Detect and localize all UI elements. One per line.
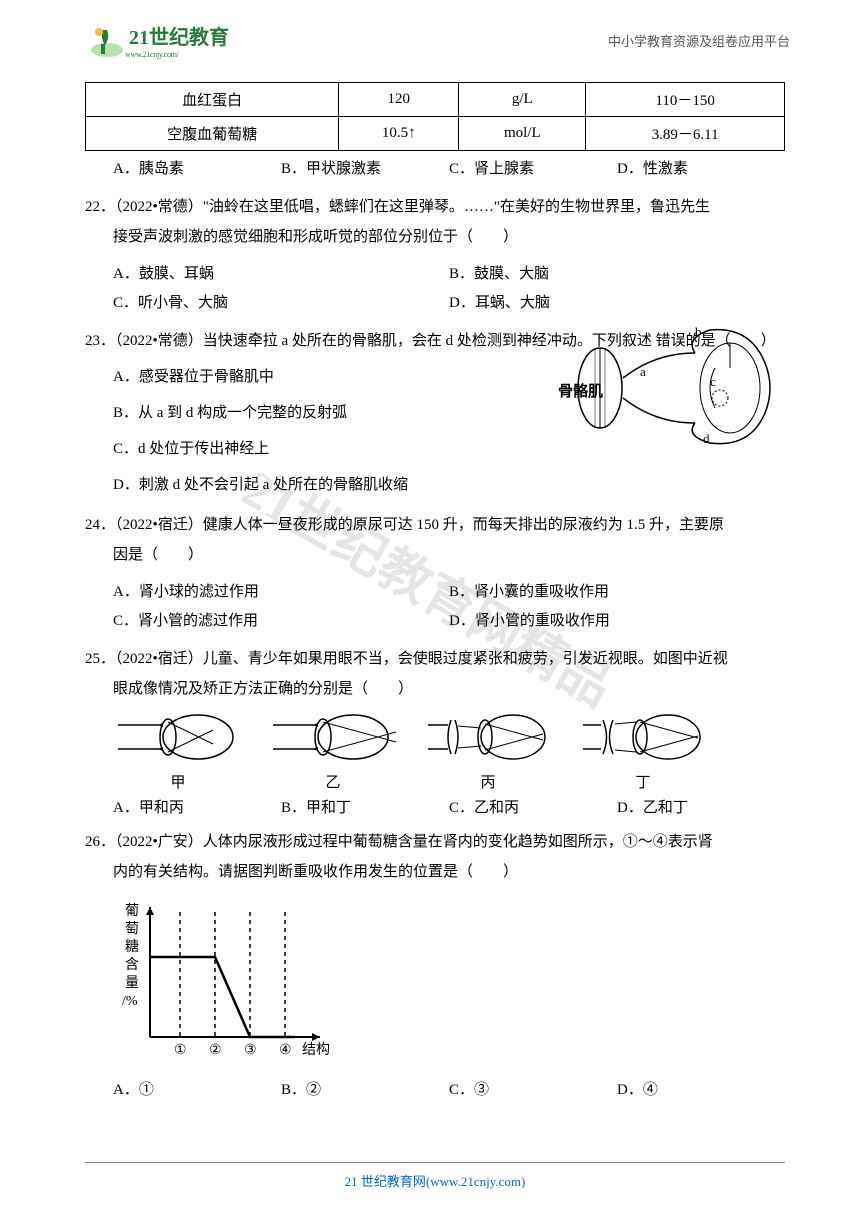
q26-options: A．① B．② C．③ D．④ [113,1078,785,1099]
fig-label-d: d [703,431,710,446]
option-b: B．鼓膜、大脑 [449,262,785,283]
page-content: 血红蛋白 120 g/L 110－150 空腹血葡萄糖 10.5↑ mol/L … [0,70,860,1099]
q22-options: A．鼓膜、耳蜗 B．鼓膜、大脑 C．听小骨、大脑 D．耳蜗、大脑 [113,258,785,316]
fig-label-muscle: 骨骼肌 [558,382,603,400]
option-d: D．④ [617,1078,785,1099]
option-b: B．肾小囊的重吸收作用 [449,580,785,601]
svg-text:萄: 萄 [125,921,139,937]
page-header: 21世纪教育 www.21cnjy.com/ 中小学教育资源及组卷应用平台 [0,0,860,70]
q21-options: A．胰岛素 B．甲状腺激素 C．肾上腺素 D．性激素 [113,157,785,178]
svg-text:量: 量 [125,975,139,991]
eye-diagram-3: 丙 [423,712,553,792]
option-d: D．耳蜗、大脑 [449,291,785,312]
table-row: 血红蛋白 120 g/L 110－150 [86,83,785,117]
page-footer: 21 世纪教育网(www.21cnjy.com) [85,1162,785,1190]
fig-label-a: a [640,364,646,379]
x-axis-label: 结构 [302,1042,330,1058]
option-a: A．① [113,1078,281,1099]
q22-text-2: 接受声波刺激的感觉细胞和形成听觉的部位分别位于（ ） [85,229,518,245]
q23: 23．（2022•常德）当快速牵拉 a 处所在的骨骼肌，会在 d 处检测到神经冲… [85,326,785,500]
q24-options: A．肾小球的滤过作用 B．肾小囊的重吸收作用 C．肾小管的滤过作用 D．肾小管的… [113,576,785,634]
cell: 120 [339,83,459,117]
caption: 甲 [113,771,243,792]
caption: 乙 [268,771,398,792]
option-c: C．③ [449,1078,617,1099]
cell: 3.89－6.11 [586,117,785,151]
eye-diagram-2: 乙 [268,712,398,792]
q22: 22．（2022•常德）"油蛉在这里低唱，蟋蟀们在这里弹琴。……"在美好的生物世… [85,192,785,252]
option-b: B．甲状腺激素 [281,157,449,178]
header-subtitle: 中小学教育资源及组卷应用平台 [608,31,790,50]
logo-area: 21世纪教育 www.21cnjy.com/ [85,20,229,60]
q25-text-2: 眼成像情况及矫正方法正确的分别是（ ） [85,681,413,697]
logo-icon [85,20,125,60]
q26-line-chart: 葡 萄 糖 含 量 /% ① ② ③ ④ 结构 [120,897,340,1072]
cell: mol/L [459,117,586,151]
caption: 丁 [578,771,708,792]
cell: 血红蛋白 [86,83,339,117]
q25: 25．（2022•宿迁）儿童、青少年如果用眼不当，会使眼过度紧张和疲劳，引发近视… [85,644,785,704]
option-b: B．② [281,1078,449,1099]
q26-text-2: 内的有关结构。请据图判断重吸收作用发生的位置是（ ） [85,864,518,880]
lab-data-table: 血红蛋白 120 g/L 110－150 空腹血葡萄糖 10.5↑ mol/L … [85,82,785,151]
table-row: 空腹血葡萄糖 10.5↑ mol/L 3.89－6.11 [86,117,785,151]
q26: 26．（2022•广安）人体内尿液形成过程中葡萄糖含量在肾内的变化趋势如图所示，… [85,827,785,887]
q24: 24．（2022•宿迁）健康人体一昼夜形成的原尿可达 150 升，而每天排出的尿… [85,510,785,570]
eye-diagram-1: 甲 [113,712,243,792]
q24-text-1: 24．（2022•宿迁）健康人体一昼夜形成的原尿可达 150 升，而每天排出的尿… [85,517,724,533]
cell: 10.5↑ [339,117,459,151]
svg-text:③: ③ [244,1043,257,1058]
cell: 110－150 [586,83,785,117]
svg-text:糖: 糖 [125,939,139,955]
option-a: A．肾小球的滤过作用 [113,580,449,601]
option-a: A．胰岛素 [113,157,281,178]
svg-text:④: ④ [279,1043,292,1058]
option-d: D．性激素 [617,157,785,178]
cell: g/L [459,83,586,117]
q26-text-1: 26．（2022•广安）人体内尿液形成过程中葡萄糖含量在肾内的变化趋势如图所示，… [85,834,713,850]
svg-text:①: ① [174,1043,187,1058]
option-c: C．肾上腺素 [449,157,617,178]
option-a: A．鼓膜、耳蜗 [113,262,449,283]
option-c: C．听小骨、大脑 [113,291,449,312]
cell: 空腹血葡萄糖 [86,117,339,151]
svg-text:葡: 葡 [125,903,139,919]
eye-diagram-4: 丁 [578,712,708,792]
option-d: D．肾小管的重吸收作用 [449,609,785,630]
q25-figures: 甲 乙 [113,712,785,792]
option-d: D．乙和丁 [617,796,785,817]
option-d: D．刺激 d 处不会引起 a 处所在的骨骼肌收缩 [113,470,785,500]
q25-options: A．甲和丙 B．甲和丁 C．乙和丙 D．乙和丁 [113,796,785,817]
logo-text-url: www.21cnjy.com/ [125,50,229,59]
svg-text:含: 含 [125,957,139,973]
logo-text-cn: 21世纪教育 [129,27,229,49]
option-c: C．乙和丙 [449,796,617,817]
option-a: A．甲和丙 [113,796,281,817]
option-b: B．甲和丁 [281,796,449,817]
q24-text-2: 因是（ ） [85,547,203,563]
svg-text:/%: /% [122,994,138,1009]
q25-text-1: 25．（2022•宿迁）儿童、青少年如果用眼不当，会使眼过度紧张和疲劳，引发近视… [85,651,728,667]
q22-text-1: 22．（2022•常德）"油蛉在这里低唱，蟋蟀们在这里弹琴。……"在美好的生物世… [85,199,710,215]
svg-text:②: ② [209,1043,222,1058]
caption: 丙 [423,771,553,792]
q23-figure: 骨骼肌 a b c d [555,318,785,459]
option-c: C．肾小管的滤过作用 [113,609,449,630]
